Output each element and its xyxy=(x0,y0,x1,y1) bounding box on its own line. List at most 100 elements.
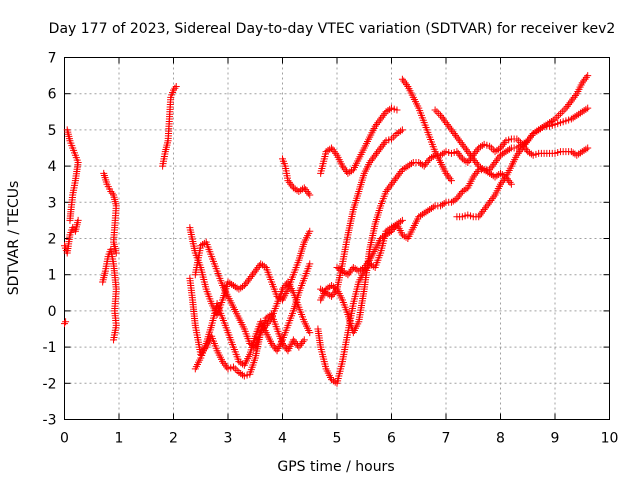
data-point xyxy=(231,365,239,373)
data-point xyxy=(493,146,501,154)
data-point xyxy=(491,173,499,181)
data-point xyxy=(526,133,534,141)
data-point xyxy=(464,148,472,156)
data-point xyxy=(504,146,512,154)
chart-title: Day 177 of 2023, Sidereal Day-to-day VTE… xyxy=(49,21,616,37)
data-point xyxy=(439,115,447,123)
data-point xyxy=(437,111,445,119)
data-point xyxy=(337,266,345,274)
y-tick-label: 4 xyxy=(48,159,57,175)
data-point xyxy=(295,343,303,351)
data-point xyxy=(260,262,268,270)
data-point xyxy=(244,276,252,284)
data-point xyxy=(454,193,462,201)
data-point xyxy=(378,142,386,150)
data-point xyxy=(317,285,325,293)
data-point xyxy=(375,117,383,125)
data-point xyxy=(401,79,409,87)
data-point xyxy=(349,263,357,271)
data-point xyxy=(462,185,470,193)
data-point xyxy=(306,260,314,268)
data-point xyxy=(338,267,346,275)
data-point xyxy=(497,169,504,177)
data-point xyxy=(330,289,338,297)
data-point xyxy=(533,127,541,135)
data-point xyxy=(69,224,77,232)
data-point xyxy=(567,148,575,156)
data-point xyxy=(247,273,255,281)
data-point xyxy=(553,113,561,121)
data-point xyxy=(582,73,590,81)
data-point xyxy=(112,249,120,257)
data-point xyxy=(517,146,525,154)
grid-lines xyxy=(64,57,610,420)
x-tick-label: 1 xyxy=(115,431,124,447)
y-tick-label: 2 xyxy=(48,232,57,248)
data-point xyxy=(454,149,462,157)
data-point xyxy=(560,106,568,114)
data-point xyxy=(516,148,524,156)
data-point xyxy=(367,157,375,165)
data-point xyxy=(61,320,68,328)
data-point xyxy=(516,139,524,147)
data-point xyxy=(320,288,328,296)
data-point xyxy=(107,187,115,195)
data-point xyxy=(567,97,575,105)
data-point xyxy=(332,149,340,157)
data-point xyxy=(223,363,231,371)
data-point xyxy=(569,95,577,103)
data-point xyxy=(495,145,503,153)
data-point xyxy=(567,115,575,123)
data-points xyxy=(61,72,592,387)
data-point xyxy=(584,72,592,80)
data-point xyxy=(170,86,177,94)
data-point xyxy=(328,282,336,290)
data-point xyxy=(270,343,278,351)
data-point xyxy=(446,124,454,132)
data-point xyxy=(498,142,506,150)
x-axis: 0 1 2 3 4 5 6 7 8 9 10 xyxy=(60,57,618,447)
data-point xyxy=(306,227,314,235)
data-point xyxy=(340,164,348,172)
x-tick-label: 8 xyxy=(496,431,505,447)
data-point xyxy=(395,128,403,136)
x-axis-label: GPS time / hours xyxy=(277,459,394,475)
data-point xyxy=(472,158,480,166)
data-point xyxy=(344,169,352,177)
data-point xyxy=(490,193,498,201)
data-point xyxy=(524,148,532,156)
data-point xyxy=(300,184,308,192)
data-point xyxy=(492,157,500,165)
data-point xyxy=(429,203,437,211)
data-point xyxy=(233,367,241,375)
data-point xyxy=(487,196,495,204)
data-point xyxy=(440,200,448,208)
y-axis-label: SDTVAR / TECUs xyxy=(6,181,22,296)
data-point xyxy=(562,104,570,112)
data-point xyxy=(383,186,391,194)
data-point xyxy=(348,167,356,175)
data-point xyxy=(472,169,480,177)
data-point xyxy=(219,358,227,366)
data-point xyxy=(477,209,485,217)
data-point xyxy=(386,182,394,190)
x-tick-label: 6 xyxy=(387,431,396,447)
data-point xyxy=(329,291,337,299)
data-point xyxy=(427,154,435,162)
data-point xyxy=(340,268,348,276)
data-point xyxy=(402,163,410,171)
data-point xyxy=(488,195,496,203)
data-point xyxy=(384,230,392,238)
data-point xyxy=(388,135,395,143)
data-point xyxy=(289,336,297,344)
y-tick-label: -1 xyxy=(43,340,57,356)
data-point xyxy=(266,316,274,324)
data-point xyxy=(370,153,378,161)
data-point xyxy=(464,158,472,166)
data-point xyxy=(490,160,498,168)
data-point xyxy=(279,285,286,293)
data-point xyxy=(287,180,295,188)
data-point xyxy=(580,146,588,154)
y-tick-label: 5 xyxy=(48,123,57,139)
data-point xyxy=(378,113,386,121)
